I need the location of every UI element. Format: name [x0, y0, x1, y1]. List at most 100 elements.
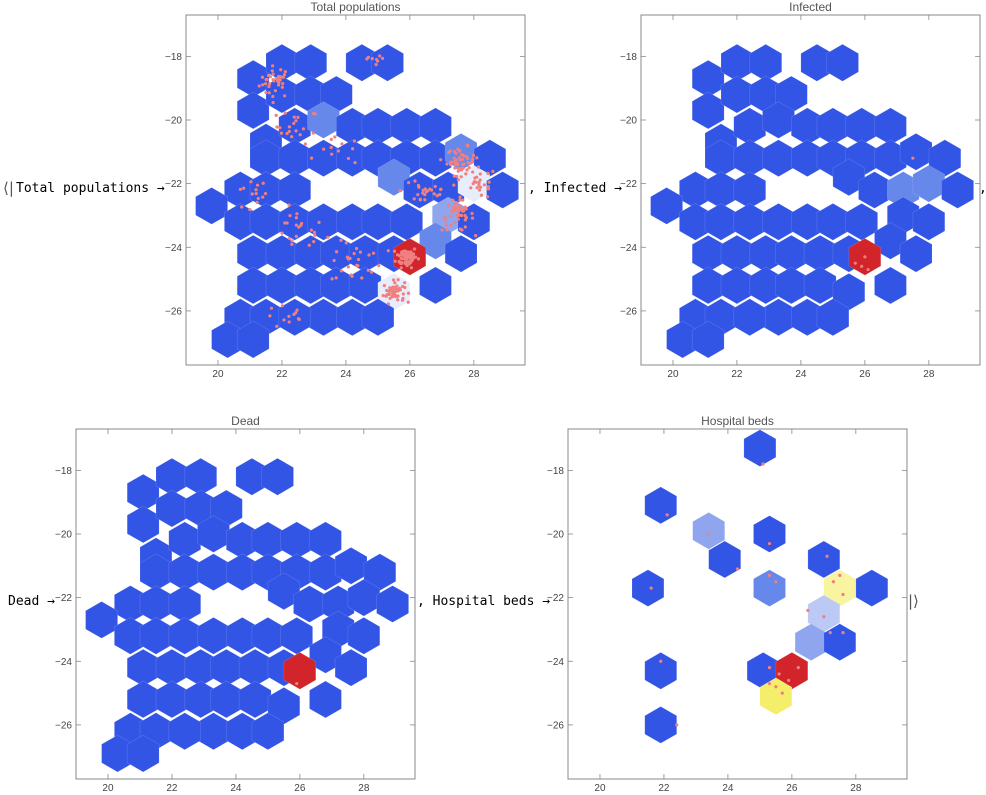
data-point — [465, 168, 469, 172]
data-point — [264, 90, 268, 95]
data-point — [311, 131, 315, 135]
data-point — [469, 186, 473, 190]
data-point — [432, 192, 436, 196]
hex-cell — [278, 298, 311, 337]
hex-cell — [278, 107, 311, 146]
data-point — [353, 160, 357, 165]
hex-cell — [691, 91, 725, 130]
data-point — [313, 112, 317, 116]
data-point — [471, 182, 475, 186]
data-point — [382, 284, 386, 288]
data-point — [406, 291, 411, 295]
data-point — [396, 298, 400, 302]
data-point — [371, 251, 376, 255]
data-point — [458, 158, 462, 162]
hex-cell — [361, 298, 395, 337]
hex-cell — [294, 43, 327, 82]
data-point — [271, 78, 275, 82]
data-point — [445, 228, 449, 232]
data-point — [260, 75, 265, 79]
data-point — [487, 180, 491, 184]
data-point — [467, 165, 471, 170]
data-point — [806, 608, 810, 612]
data-point — [393, 293, 398, 297]
hex-cell — [775, 266, 808, 305]
data-point — [473, 176, 477, 180]
data-point — [458, 198, 462, 202]
data-point — [402, 252, 406, 256]
hex-cell — [912, 164, 946, 203]
x-tick-label: 24 — [722, 783, 734, 794]
x-tick-label: 28 — [923, 369, 935, 380]
chart-title: Hospital beds — [701, 414, 774, 428]
hex-cell — [692, 512, 725, 550]
data-point — [278, 78, 282, 82]
data-point — [336, 149, 341, 153]
x-tick-label: 22 — [276, 369, 288, 380]
data-point — [257, 84, 261, 88]
hex-cell — [265, 75, 299, 114]
data-point — [296, 115, 300, 119]
hex-cell — [168, 521, 201, 560]
data-point — [401, 284, 405, 289]
hex-cell — [184, 457, 217, 496]
data-point — [288, 214, 292, 218]
data-point — [444, 223, 448, 227]
y-tick-label: −26 — [547, 720, 564, 731]
hex-cell — [720, 75, 754, 114]
data-point — [346, 156, 351, 161]
hex-cell — [197, 515, 230, 553]
hex-cell — [210, 648, 243, 687]
data-point — [267, 91, 271, 95]
hex-cell — [347, 617, 381, 655]
data-point — [280, 231, 284, 235]
hex-cell — [775, 652, 809, 690]
data-point — [330, 152, 334, 156]
hex-cell — [197, 712, 230, 751]
data-point — [409, 250, 413, 254]
hex-cell — [753, 515, 786, 553]
x-tick-label: 28 — [468, 369, 480, 380]
data-point — [649, 586, 653, 590]
data-point — [392, 249, 397, 253]
data-point — [831, 580, 836, 584]
data-point — [263, 191, 268, 196]
data-point — [360, 276, 364, 280]
data-point — [261, 181, 265, 185]
hex-cell — [874, 107, 907, 146]
data-point — [255, 200, 259, 204]
data-point — [282, 318, 286, 322]
data-point — [456, 162, 460, 166]
data-point — [290, 135, 294, 139]
data-point — [449, 163, 453, 167]
hex-cell — [155, 457, 189, 496]
hex-cell — [236, 234, 270, 273]
hex-cell — [803, 266, 837, 305]
data-point — [398, 189, 402, 193]
data-point — [407, 255, 411, 259]
data-point — [374, 63, 378, 67]
data-point — [339, 238, 343, 242]
hex-cell — [251, 521, 285, 560]
hex-cell — [644, 706, 677, 744]
data-point — [461, 198, 465, 202]
data-point — [453, 208, 457, 212]
data-point — [271, 94, 275, 99]
data-point — [290, 242, 294, 246]
data-point — [395, 253, 400, 257]
data-point — [261, 195, 265, 199]
x-tick-label: 24 — [795, 369, 807, 380]
data-point — [312, 230, 317, 234]
data-point — [774, 580, 778, 584]
hex-cell — [691, 320, 725, 359]
y-tick-label: −20 — [547, 530, 564, 541]
data-point — [457, 205, 461, 209]
data-point — [285, 131, 289, 136]
data-point — [401, 249, 405, 254]
data-point — [292, 312, 296, 316]
data-point — [439, 158, 443, 162]
data-point — [312, 240, 316, 244]
data-point — [285, 221, 289, 225]
data-point — [309, 228, 313, 232]
x-tick-label: 28 — [358, 783, 370, 794]
